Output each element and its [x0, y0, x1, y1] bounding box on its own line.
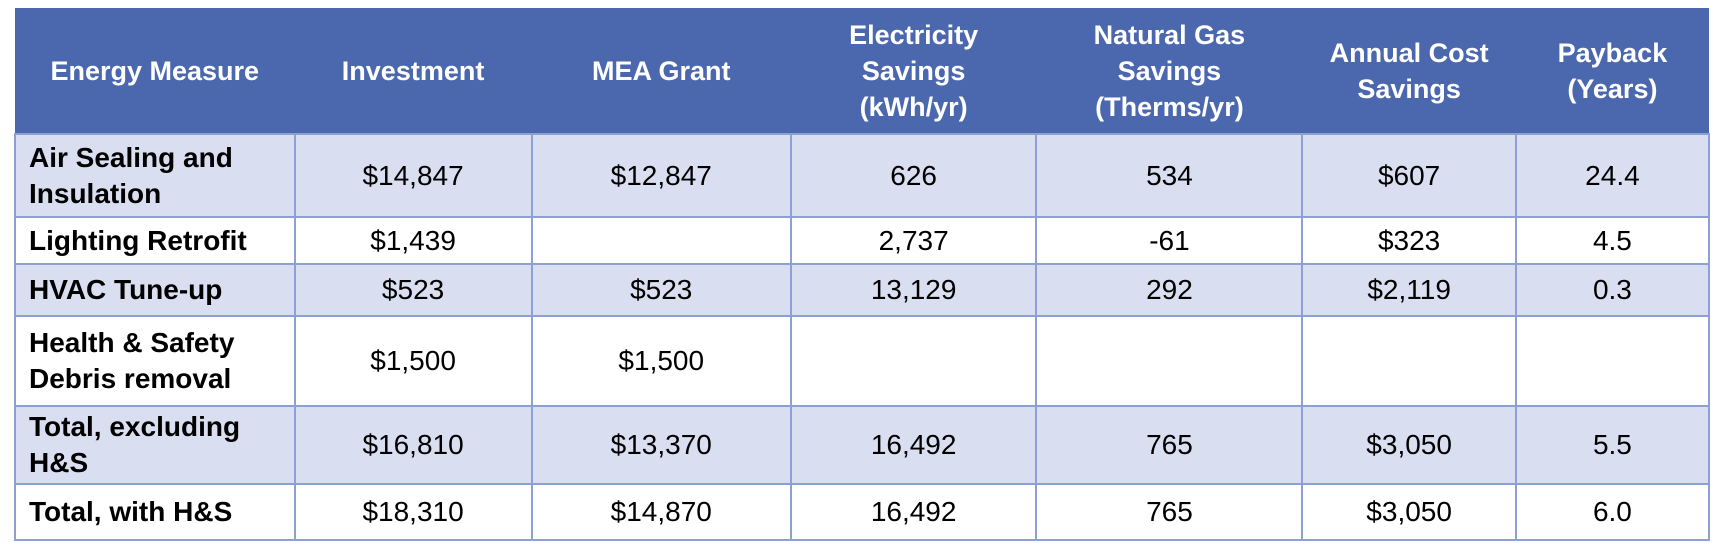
cell-electricity_savings_kwh_yr: 626: [789, 133, 1038, 218]
table-row: Air Sealing and Insulation $14,847 $12,847…: [14, 133, 1711, 218]
column-header-payback_years: Payback (Years): [1515, 8, 1709, 134]
cell-electricity_savings_kwh_yr: 2,737: [789, 216, 1038, 265]
table-row: Total, excluding H&S $16,810 $13,370 16,492…: [14, 405, 1711, 485]
cell-annual_cost_savings: $3,050: [1301, 405, 1517, 485]
column-header-natural_gas_savings_therms_yr: Natural Gas Savings (Therms/yr): [1036, 8, 1303, 134]
cell-natural_gas_savings_therms_yr: [1035, 315, 1304, 407]
table-header: Energy Measure Investment MEA Grant Electri…: [15, 8, 1709, 134]
measure-cell: Air Sealing and Insulation: [14, 133, 296, 218]
cell-annual_cost_savings: $323: [1301, 216, 1517, 265]
table-row: HVAC Tune-up $523 $523 13,129 292 $2,119 0.3: [14, 263, 1711, 317]
cell-electricity_savings_kwh_yr: 16,492: [789, 483, 1038, 541]
column-header-electricity_savings_kwh_yr: Electricity Savings (kWh/yr): [790, 8, 1037, 134]
measure-cell: Total, excluding H&S: [14, 405, 296, 485]
cell-annual_cost_savings: $2,119: [1301, 263, 1517, 317]
cell-investment: $1,500: [293, 315, 533, 407]
table-body: Air Sealing and Insulation $14,847 $12,847…: [14, 133, 1711, 541]
cell-payback_years: 0.3: [1514, 263, 1711, 317]
cell-investment: $18,310: [293, 483, 533, 541]
cell-investment: $14,847: [293, 133, 533, 218]
cell-annual_cost_savings: $607: [1301, 133, 1517, 218]
cell-payback_years: 24.4: [1514, 133, 1711, 218]
cell-investment: $523: [293, 263, 533, 317]
column-header-investment: Investment: [294, 8, 532, 134]
column-header-measure: Energy Measure: [15, 8, 295, 134]
cell-natural_gas_savings_therms_yr: 765: [1035, 483, 1304, 541]
cell-mea_grant: [530, 216, 792, 265]
cell-payback_years: 4.5: [1514, 216, 1711, 265]
cell-investment: $16,810: [293, 405, 533, 485]
cell-electricity_savings_kwh_yr: [789, 315, 1038, 407]
cell-electricity_savings_kwh_yr: 16,492: [789, 405, 1038, 485]
table-header-row: Energy Measure Investment MEA Grant Electri…: [15, 8, 1709, 134]
column-header-annual_cost_savings: Annual Cost Savings: [1302, 8, 1516, 134]
table-row: Total, with H&S $18,310 $14,870 16,492 765 $3…: [14, 483, 1711, 541]
cell-mea_grant: $1,500: [530, 315, 792, 407]
cell-natural_gas_savings_therms_yr: 765: [1035, 405, 1304, 485]
cell-natural_gas_savings_therms_yr: -61: [1035, 216, 1304, 265]
cell-mea_grant: $523: [530, 263, 792, 317]
cell-mea_grant: $14,870: [530, 483, 792, 541]
column-header-mea_grant: MEA Grant: [531, 8, 791, 134]
cell-payback_years: 5.5: [1514, 405, 1711, 485]
table-row: Health & Safety Debris removal $1,500 $1,5…: [14, 315, 1711, 407]
cell-payback_years: [1514, 315, 1711, 407]
measure-cell: Lighting Retrofit: [14, 216, 296, 265]
cell-natural_gas_savings_therms_yr: 534: [1035, 133, 1304, 218]
table-row: Lighting Retrofit $1,439 2,737 -61 $323 4.5: [14, 216, 1711, 265]
cell-investment: $1,439: [293, 216, 533, 265]
energy-measures-table: Energy Measure Investment MEA Grant Electri…: [14, 8, 1711, 541]
cell-annual_cost_savings: $3,050: [1301, 483, 1517, 541]
cell-mea_grant: $13,370: [530, 405, 792, 485]
cell-natural_gas_savings_therms_yr: 292: [1035, 263, 1304, 317]
measure-cell: Total, with H&S: [14, 483, 296, 541]
cell-payback_years: 6.0: [1514, 483, 1711, 541]
cell-electricity_savings_kwh_yr: 13,129: [789, 263, 1038, 317]
cell-annual_cost_savings: [1301, 315, 1517, 407]
measure-cell: Health & Safety Debris removal: [14, 315, 296, 407]
measure-cell: HVAC Tune-up: [14, 263, 296, 317]
cell-mea_grant: $12,847: [530, 133, 792, 218]
